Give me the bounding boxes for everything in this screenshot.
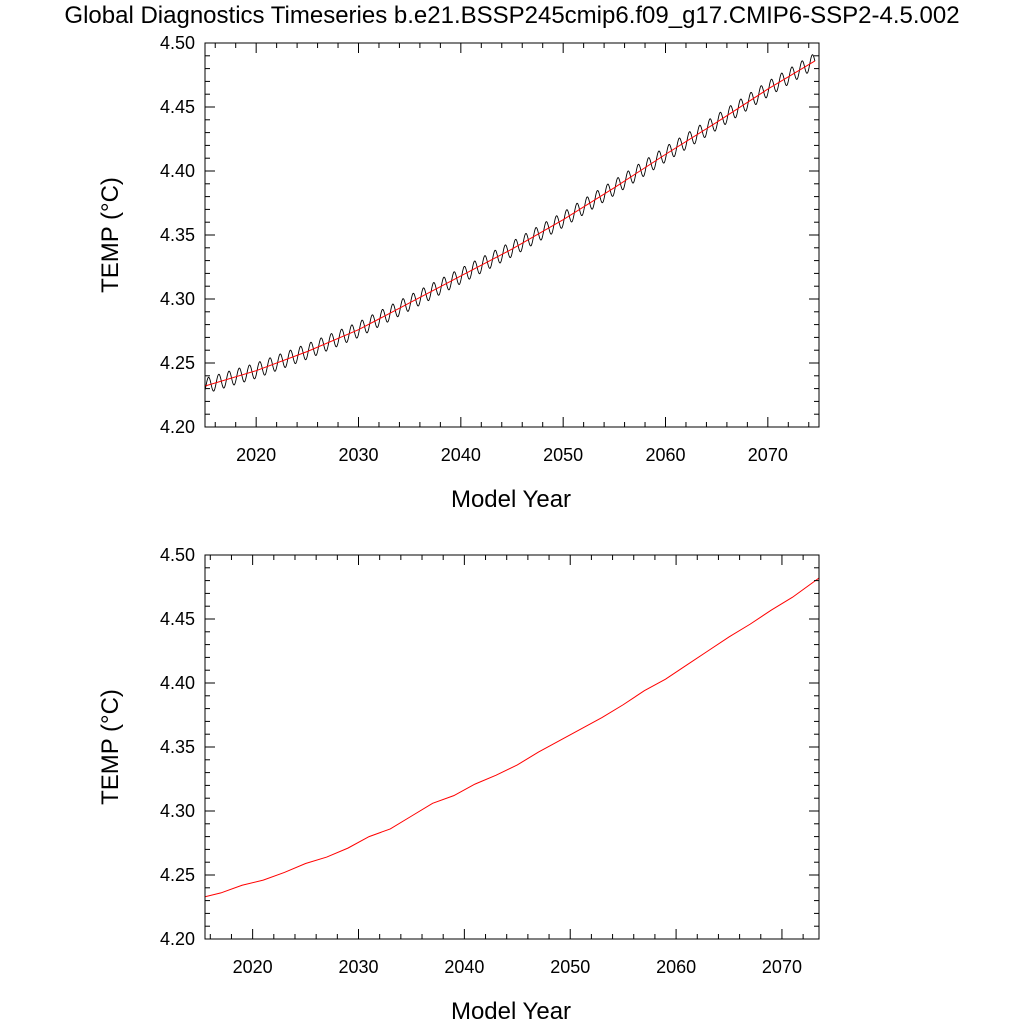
bottom-panel: 2020 2030 2040 2050 2060 2070 4.20 4.25 4.30 4.35… xyxy=(97,545,820,1024)
y-tick-label: 4.40 xyxy=(160,161,195,181)
top-panel: 2020 2030 2040 2050 2060 2070 4.20 4.25 4.30 4.35… xyxy=(97,33,820,513)
x-axis-title: Model Year xyxy=(451,486,571,513)
y-axis-title: TEMP (°C) xyxy=(97,689,124,805)
y-tick-label: 4.50 xyxy=(160,33,195,53)
y-axis-title: TEMP (°C) xyxy=(97,177,124,293)
x-tick-label: 2030 xyxy=(338,445,378,465)
y-tick-label: 4.35 xyxy=(160,737,195,757)
x-tick-label: 2050 xyxy=(550,957,590,977)
y-tick-label: 4.50 xyxy=(160,545,195,565)
plot-frame xyxy=(204,42,820,428)
x-tick-label: 2040 xyxy=(441,445,481,465)
y-tick-label: 4.30 xyxy=(160,289,195,309)
x-tick-label: 2020 xyxy=(233,957,273,977)
y-tick-label: 4.40 xyxy=(160,673,195,693)
y-tick-label: 4.35 xyxy=(160,225,195,245)
series-line-0-1 xyxy=(205,60,816,387)
y-tick-label: 4.20 xyxy=(160,929,195,949)
x-tick-label: 2070 xyxy=(748,445,788,465)
y-tick-label: 4.20 xyxy=(160,417,195,437)
y-tick-label: 4.45 xyxy=(160,609,195,629)
series-line-1-0 xyxy=(205,577,819,898)
x-tick-label: 2070 xyxy=(762,957,802,977)
x-tick-label: 2050 xyxy=(543,445,583,465)
y-tick-label: 4.30 xyxy=(160,801,195,821)
x-tick-label: 2020 xyxy=(236,445,276,465)
y-tick-label: 4.25 xyxy=(160,865,195,885)
x-tick-label: 2060 xyxy=(645,445,685,465)
series-line-0-0 xyxy=(205,54,816,392)
x-axis-title: Model Year xyxy=(451,998,571,1024)
y-tick-label: 4.45 xyxy=(160,97,195,117)
x-tick-label: 2030 xyxy=(338,957,378,977)
y-tick-label: 4.25 xyxy=(160,353,195,373)
figure-title: Global Diagnostics Timeseries b.e21.BSSP… xyxy=(64,2,960,29)
x-tick-label: 2060 xyxy=(656,957,696,977)
x-tick-label: 2040 xyxy=(444,957,484,977)
plot-frame xyxy=(204,554,820,940)
